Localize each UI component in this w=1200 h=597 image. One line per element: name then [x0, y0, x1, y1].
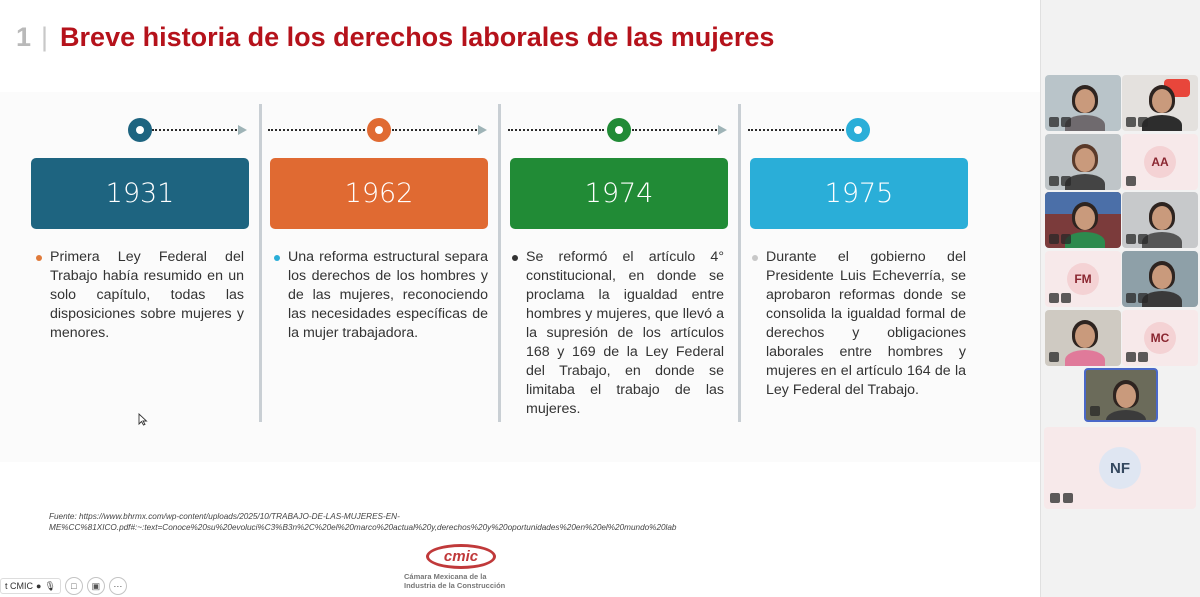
mouse-pointer-icon [138, 413, 148, 426]
slide-title-row: 1 | Breve historia de los derechos labor… [16, 22, 774, 53]
more-icon: ⋯ [113, 580, 123, 591]
timeline-connector [508, 129, 604, 131]
description-text: Primera Ley Federal del Trabajo había re… [50, 249, 244, 341]
timeline-connector [632, 129, 724, 131]
participant-tile[interactable] [1122, 75, 1198, 131]
year-box-1974: 1974 [510, 158, 728, 229]
slide-number: 1 [16, 22, 32, 52]
avatar: MC [1144, 322, 1176, 354]
participant-tile[interactable] [1122, 251, 1198, 307]
presenter-name: t CMIC [5, 581, 33, 591]
timeline-dot-1931 [128, 118, 152, 142]
year-box-1962: 1962 [270, 158, 488, 229]
chat-button[interactable]: □ [64, 577, 83, 595]
timeline-text-1931: Primera Ley Federal del Trabajo había re… [34, 248, 244, 343]
year-box-1975: 1975 [750, 158, 968, 229]
timeline-background [0, 92, 1040, 462]
mic-off-icon [1063, 493, 1073, 503]
source-line: Fuente: https://www.bhrmx.com/wp-content… [49, 512, 400, 521]
timeline-text-1974: Se reformó el artículo 4° constitucional… [510, 248, 724, 419]
presenter-name-chip[interactable]: t CMIC ● 🎙 [0, 578, 61, 594]
timeline-dot-1974 [607, 118, 631, 142]
participant-tile[interactable]: FM [1045, 251, 1121, 307]
source-citation: Fuente: https://www.bhrmx.com/wp-content… [49, 511, 677, 533]
timeline-divider [259, 104, 262, 422]
timeline-text-1962: Una reforma estructural separa los derec… [272, 248, 488, 343]
arrow-right-icon [718, 125, 727, 135]
description-text: Durante el gobierno del Presidente Luis … [766, 249, 966, 398]
bullet-icon [274, 255, 280, 261]
people-icon: ● [36, 581, 42, 591]
timeline-connector [268, 129, 365, 131]
source-line: ME%CC%81XICO.pdf#:~:text=Conoce%20su%20e… [49, 523, 677, 532]
timeline-connector [748, 129, 844, 131]
participant-tile[interactable]: AA [1122, 134, 1198, 190]
year-box-1931: 1931 [31, 158, 249, 229]
bullet-icon [36, 255, 42, 261]
more-button[interactable]: ⋯ [108, 577, 127, 595]
bullet-icon [752, 255, 758, 261]
logo-caption: Cámara Mexicana de la Industria de la Co… [404, 572, 506, 590]
participant-tile[interactable] [1045, 75, 1121, 131]
participant-tile[interactable]: MC [1122, 310, 1198, 366]
participant-tile[interactable] [1122, 192, 1198, 248]
avatar: FM [1067, 263, 1099, 295]
presenter-controls: t CMIC ● 🎙 □ ▣ ⋯ [0, 577, 127, 595]
arrow-right-icon [238, 125, 247, 135]
description-text: Se reformó el artículo 4° constitucional… [526, 249, 724, 417]
cmic-logo: cmic Cámara Mexicana de la Industria de … [402, 544, 526, 594]
bullet-icon [512, 255, 518, 261]
slide-title: Breve historia de los derechos laborales… [60, 22, 775, 52]
camera-button[interactable]: ▣ [86, 577, 105, 595]
arrow-right-icon [478, 125, 487, 135]
timeline-dot-1962 [367, 118, 391, 142]
participant-tile-large[interactable]: NF [1044, 427, 1196, 509]
shared-slide: 1 | Breve historia de los derechos labor… [0, 22, 1040, 595]
active-speaker-tile[interactable] [1084, 368, 1158, 422]
timeline-dot-1975 [846, 118, 870, 142]
timeline-connector [392, 129, 484, 131]
timeline-text-1975: Durante el gobierno del Presidente Luis … [750, 248, 966, 400]
signal-icon [1050, 493, 1060, 503]
logo-mark: cmic [426, 544, 496, 569]
participant-tile[interactable] [1045, 310, 1121, 366]
timeline-connector [152, 129, 244, 131]
title-separator: | [41, 22, 49, 52]
camera-icon: ▣ [91, 580, 101, 591]
participants-panel: AA FM MC [1040, 0, 1200, 597]
avatar: NF [1099, 447, 1141, 489]
participant-tile[interactable] [1045, 192, 1121, 248]
timeline-divider [738, 104, 741, 422]
timeline-divider [498, 104, 501, 422]
participant-tile[interactable] [1045, 134, 1121, 190]
chat-icon: □ [71, 581, 77, 591]
avatar: AA [1144, 146, 1176, 178]
mic-icon: 🎙 [44, 580, 56, 591]
description-text: Una reforma estructural separa los derec… [288, 249, 488, 341]
